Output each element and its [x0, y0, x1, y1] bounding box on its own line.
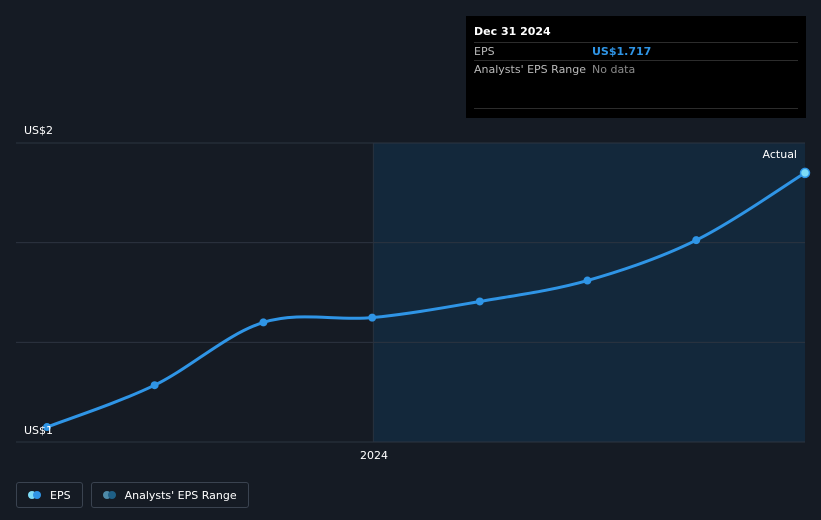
y-tick-label-top: US$2 [24, 124, 53, 137]
eps-data-point[interactable] [368, 313, 377, 322]
tooltip-date: Dec 31 2024 [474, 25, 551, 38]
x-tick-label-2024: 2024 [360, 449, 388, 462]
eps-data-point[interactable] [259, 318, 268, 327]
eps-data-point[interactable] [692, 236, 701, 245]
eps-data-point[interactable] [475, 297, 484, 306]
legend-range-swatch-icon [102, 491, 117, 499]
eps-series-points [43, 167, 811, 432]
eps-data-point[interactable] [799, 167, 811, 179]
eps-data-point[interactable] [43, 423, 51, 432]
tooltip-range-label: Analysts' EPS Range [474, 63, 587, 76]
legend-item-eps[interactable]: EPS [16, 482, 83, 508]
tooltip-eps-label: EPS [474, 45, 495, 58]
tooltip-eps-value: US$1.717 [592, 45, 652, 58]
tooltip-row-eps: EPS US$1.717 [474, 42, 798, 60]
grid-lines [16, 142, 805, 443]
actual-annotation: Actual [763, 148, 797, 161]
eps-data-point[interactable] [150, 381, 159, 390]
tooltip-row-range: Analysts' EPS Range No data [474, 60, 798, 78]
tooltip-range-value: No data [592, 63, 636, 76]
tooltip-divider [474, 108, 798, 109]
hover-tooltip: Dec 31 2024 EPS US$1.717 Analysts' EPS R… [466, 16, 806, 118]
past-data-region [373, 143, 805, 442]
legend-eps-swatch-icon [28, 491, 42, 499]
y-tick-label-bottom: US$1 [24, 424, 53, 437]
eps-series-line [45, 171, 807, 429]
eps-data-point[interactable] [583, 276, 592, 285]
legend-eps-label: EPS [50, 488, 71, 502]
legend-item-analysts-range[interactable]: Analysts' EPS Range [90, 482, 249, 508]
legend-range-label: Analysts' EPS Range [124, 488, 237, 502]
chart-legend: EPS Analysts' EPS Range [16, 482, 249, 508]
